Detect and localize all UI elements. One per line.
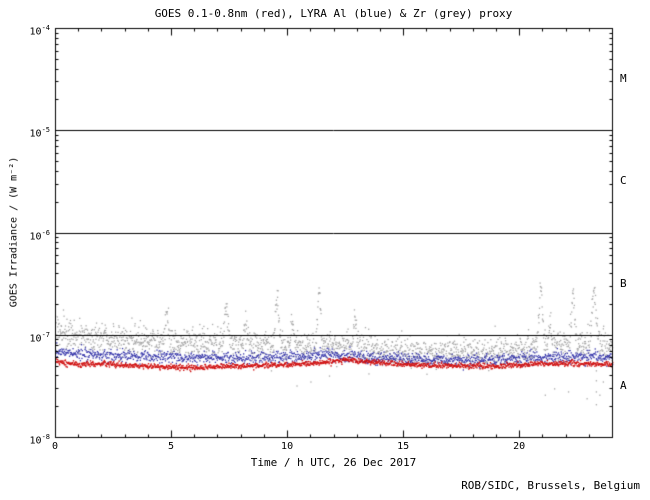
chart-title: GOES 0.1-0.8nm (red), LYRA Al (blue) & Z… (154, 7, 513, 20)
credit-text: ROB/SIDC, Brussels, Belgium (461, 479, 640, 492)
x-axis-label: Time / h UTC, 26 Dec 2017 (250, 456, 417, 469)
y-axis-label: GOES Irradiance / (W m⁻²) (8, 156, 20, 308)
